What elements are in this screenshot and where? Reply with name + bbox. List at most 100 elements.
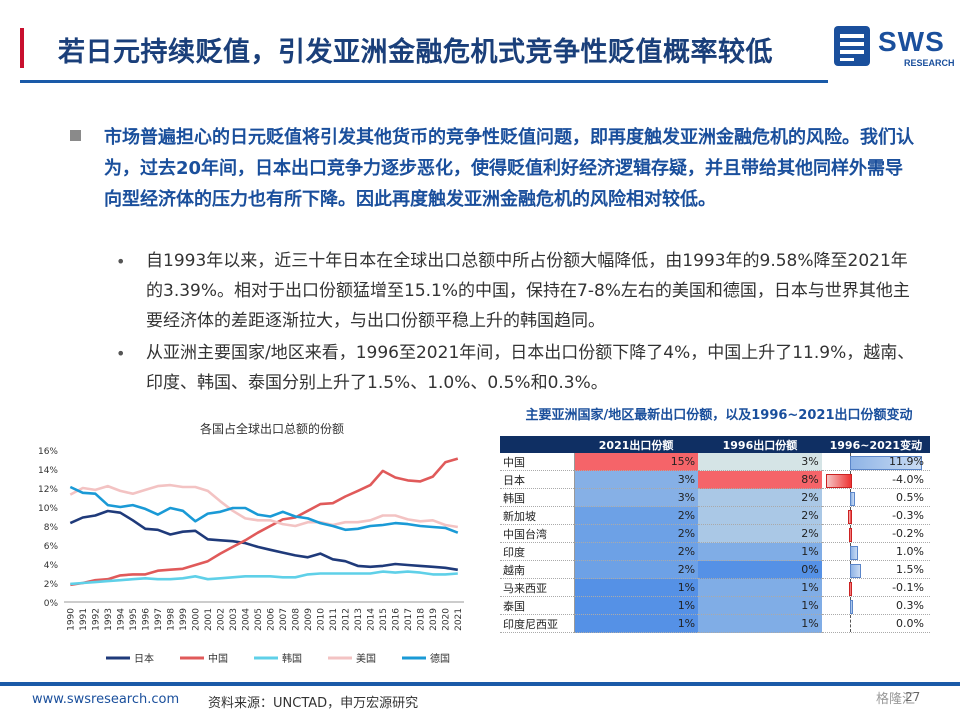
change-bar [849,564,861,578]
cell-change: 0.0% [821,614,930,633]
cell-share-1996: 0% [698,560,822,579]
cell-change-value: 11.9% [889,455,924,468]
table-header-row: 2021出口份额 1996出口份额 1996~2021变动 [500,436,930,453]
x-tick-label: 2003 [229,608,239,631]
y-tick-label: 16% [38,447,58,457]
cell-country: 泰国 [500,596,575,615]
cell-share-2021: 2% [574,560,699,579]
x-tick-label: 2010 [316,608,326,631]
change-bar [849,456,922,470]
x-tick-label: 2002 [216,608,226,631]
x-tick-label: 1993 [104,608,114,631]
bullet-dot-icon: • [116,252,126,271]
cell-change-value: -0.3% [892,509,924,522]
cell-country: 日本 [500,470,575,489]
cell-share-2021: 3% [574,470,699,489]
table-title: 主要亚洲国家/地区最新出口份额，以及1996~2021出口份额变动 [525,408,913,423]
x-tick-label: 2005 [254,608,264,631]
cell-share-2021: 15% [574,453,699,471]
x-tick-label: 2015 [379,608,389,631]
x-tick-label: 2007 [279,608,289,631]
x-tick-label: 1996 [141,608,151,631]
change-bar [849,600,854,614]
cell-change-value: -4.0% [892,473,924,486]
x-tick-label: 2021 [454,608,464,631]
legend-label: 韩国 [282,652,302,665]
table-row: 中国 15% 3% 11.9% [500,453,930,471]
x-tick-label: 2011 [329,608,339,631]
cell-change: 1.0% [821,542,930,561]
y-tick-label: 6% [44,542,59,552]
page-title: 若日元持续贬值，引发亚洲金融危机式竞争性贬值概率较低 [58,37,773,68]
x-tick-label: 1991 [79,608,89,631]
x-tick-label: 2013 [354,608,364,631]
export-share-line-chart: 0%2%4%6%8%10%12%14%16%1990 1991 1992 1993 19… [38,447,464,665]
x-tick-label: 1999 [179,608,189,631]
table-row: 日本 3% 8% -4.0% [500,470,930,489]
table-row: 印度 2% 1% 1.0% [500,542,930,561]
legend-label: 德国 [430,652,450,665]
cell-share-2021: 1% [574,578,699,597]
cell-share-1996: 2% [698,524,822,543]
logo-text: SWS [878,26,945,57]
page-number: 27 [905,690,921,704]
title-bar: 若日元持续贬值，引发亚洲金融危机式竞争性贬值概率较低 SWS RESEARCH [0,0,960,98]
cell-change-value: 0.5% [896,491,924,504]
x-tick-label: 2006 [266,608,276,631]
footer-website-link[interactable]: www.swsresearch.com [32,692,180,707]
sub-point-1: 自1993年以来，近三十年日本在全球出口总额中所占份额大幅降低，由1993年的9… [146,251,910,331]
x-tick-label: 2014 [366,608,376,631]
table-row: 中国台湾 2% 2% -0.2% [500,524,930,543]
table-row: 新加坡 2% 2% -0.3% [500,506,930,525]
y-tick-label: 4% [44,561,59,571]
cell-change-value: 1.0% [896,545,924,558]
cell-country: 马来西亚 [500,578,575,597]
cell-share-2021: 2% [574,542,699,561]
cell-change: -0.2% [821,524,930,543]
legend-label: 美国 [356,652,376,665]
x-tick-label: 2009 [304,608,314,631]
x-tick-label: 2001 [204,608,214,631]
x-tick-label: 1994 [116,608,126,631]
x-tick-label: 2020 [441,608,451,631]
x-tick-label: 1990 [66,608,76,631]
title-divider [20,80,828,83]
change-bar [848,528,852,542]
change-bar [849,582,852,596]
x-tick-label: 2000 [191,608,201,631]
table-row: 泰国 1% 1% 0.3% [500,596,930,615]
series-line-美国 [69,483,459,529]
change-bar [849,546,858,560]
cell-share-2021: 2% [574,506,699,525]
change-bar [826,474,852,488]
x-tick-label: 2016 [391,608,401,631]
export-share-table: 2021出口份额 1996出口份额 1996~2021变动 中国 15% 3% 11.… [500,436,930,633]
x-tick-label: 1998 [166,608,176,631]
sws-logo: SWS RESEARCH [830,22,955,74]
y-tick-label: 14% [38,466,58,476]
cell-change: 0.5% [821,488,930,507]
change-bar [849,492,855,506]
bullet-dot-icon: • [116,344,126,363]
cell-country: 中国 [500,453,575,471]
y-tick-label: 0% [44,599,59,609]
cell-change: -4.0% [821,470,930,489]
y-tick-label: 10% [38,504,58,514]
cell-change: 0.3% [821,596,930,615]
cell-share-1996: 2% [698,506,822,525]
cell-change: 11.9% [821,453,930,471]
series-line-德国 [69,485,459,534]
sub-point-2: 从亚洲主要国家/地区来看，1996至2021年间，日本出口份额下降了4%，中国上… [146,343,915,393]
cell-change: -0.3% [821,506,930,525]
x-tick-label: 1997 [154,608,164,631]
change-bar [847,510,852,524]
cell-change-value: 0.0% [896,617,924,630]
x-tick-label: 2019 [429,608,439,631]
cell-share-1996: 8% [698,470,822,489]
cell-change-value: 0.3% [896,599,924,612]
cell-share-1996: 3% [698,453,822,471]
series-line-韩国 [70,570,458,586]
square-bullet-icon [70,130,81,141]
legend-label: 日本 [134,652,154,665]
cell-change: 1.5% [821,560,930,579]
